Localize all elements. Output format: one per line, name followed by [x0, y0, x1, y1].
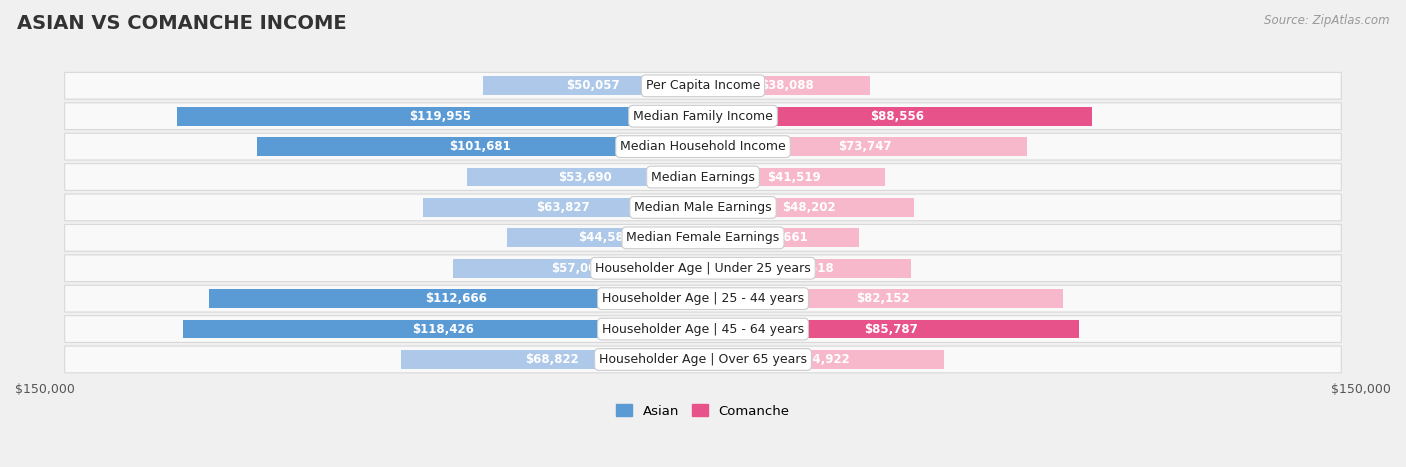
Bar — [177, 107, 703, 126]
Bar — [703, 259, 911, 278]
Text: Median Family Income: Median Family Income — [633, 110, 773, 123]
Text: $41,519: $41,519 — [768, 170, 821, 184]
Text: Source: ZipAtlas.com: Source: ZipAtlas.com — [1264, 14, 1389, 27]
Bar — [703, 228, 859, 247]
Text: $68,822: $68,822 — [526, 353, 579, 366]
Text: Per Capita Income: Per Capita Income — [645, 79, 761, 92]
Legend: Asian, Comanche: Asian, Comanche — [612, 399, 794, 423]
Bar — [703, 198, 914, 217]
Text: Householder Age | Under 25 years: Householder Age | Under 25 years — [595, 262, 811, 275]
Text: $54,922: $54,922 — [797, 353, 851, 366]
Text: $119,955: $119,955 — [409, 110, 471, 123]
Text: $101,681: $101,681 — [449, 140, 510, 153]
Text: Householder Age | Over 65 years: Householder Age | Over 65 years — [599, 353, 807, 366]
FancyBboxPatch shape — [65, 316, 1341, 342]
Text: $73,747: $73,747 — [838, 140, 891, 153]
Bar — [467, 168, 703, 186]
Text: $50,057: $50,057 — [567, 79, 620, 92]
Text: ASIAN VS COMANCHE INCOME: ASIAN VS COMANCHE INCOME — [17, 14, 346, 33]
Text: $82,152: $82,152 — [856, 292, 910, 305]
Bar — [208, 289, 703, 308]
FancyBboxPatch shape — [65, 103, 1341, 130]
Text: $47,518: $47,518 — [780, 262, 834, 275]
Bar — [703, 77, 870, 95]
Bar — [703, 137, 1026, 156]
Bar — [423, 198, 703, 217]
Text: $118,426: $118,426 — [412, 323, 474, 336]
Text: $53,690: $53,690 — [558, 170, 612, 184]
FancyBboxPatch shape — [65, 285, 1341, 312]
Bar — [703, 107, 1091, 126]
Text: $85,787: $85,787 — [865, 323, 918, 336]
FancyBboxPatch shape — [65, 194, 1341, 221]
Bar — [183, 319, 703, 339]
Text: $35,661: $35,661 — [755, 231, 808, 244]
Bar — [257, 137, 703, 156]
FancyBboxPatch shape — [65, 72, 1341, 99]
Text: Median Male Earnings: Median Male Earnings — [634, 201, 772, 214]
Bar — [453, 259, 703, 278]
Text: Householder Age | 25 - 44 years: Householder Age | 25 - 44 years — [602, 292, 804, 305]
Text: $112,666: $112,666 — [425, 292, 486, 305]
Text: $38,088: $38,088 — [759, 79, 814, 92]
Text: Median Household Income: Median Household Income — [620, 140, 786, 153]
FancyBboxPatch shape — [65, 346, 1341, 373]
Text: Householder Age | 45 - 64 years: Householder Age | 45 - 64 years — [602, 323, 804, 336]
Bar — [508, 228, 703, 247]
Bar — [703, 319, 1080, 339]
Bar — [401, 350, 703, 369]
FancyBboxPatch shape — [65, 255, 1341, 282]
Text: $88,556: $88,556 — [870, 110, 924, 123]
Bar — [484, 77, 703, 95]
Text: $63,827: $63,827 — [536, 201, 589, 214]
Text: $48,202: $48,202 — [782, 201, 835, 214]
Text: Median Female Earnings: Median Female Earnings — [627, 231, 779, 244]
Bar — [703, 289, 1063, 308]
FancyBboxPatch shape — [65, 163, 1341, 191]
Bar — [703, 350, 943, 369]
Bar — [703, 168, 886, 186]
FancyBboxPatch shape — [65, 133, 1341, 160]
Text: $44,586: $44,586 — [578, 231, 633, 244]
FancyBboxPatch shape — [65, 225, 1341, 251]
Text: $57,003: $57,003 — [551, 262, 605, 275]
Text: Median Earnings: Median Earnings — [651, 170, 755, 184]
